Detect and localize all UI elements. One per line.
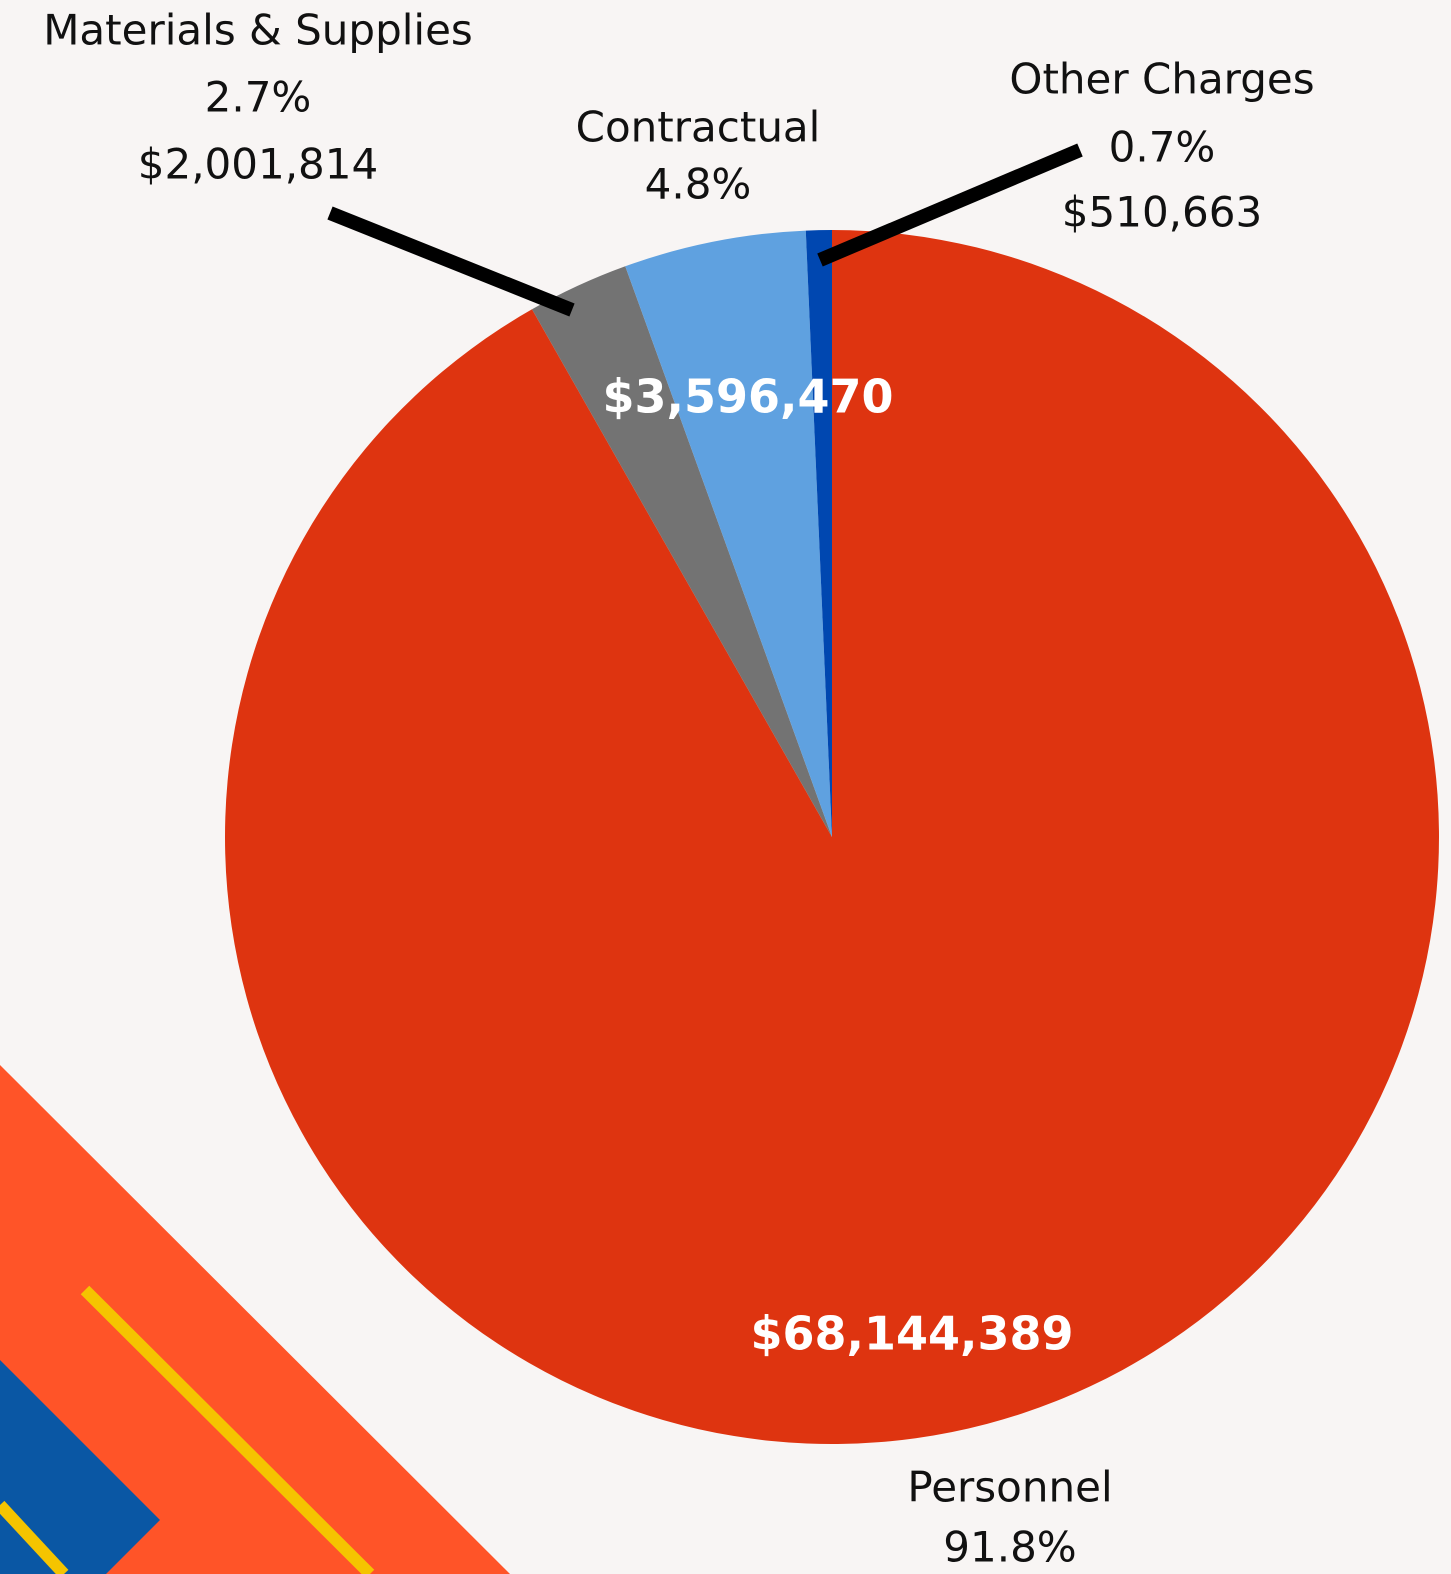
slice-value: $3,596,470	[602, 370, 893, 424]
slice-percent: 4.8%	[645, 160, 752, 209]
slice-name: Other Charges	[1009, 55, 1314, 104]
slice-percent: 2.7%	[205, 73, 312, 122]
slice-value: $2,001,814	[138, 140, 378, 189]
slice-value: $68,144,389	[750, 1307, 1073, 1361]
slice-name: Materials & Supplies	[43, 6, 473, 55]
slice-name: Personnel	[907, 1463, 1112, 1512]
slice-percent: 0.7%	[1109, 123, 1216, 172]
page: Personnel 91.8% $68,144,389 Materials & Sup…	[0, 0, 1451, 1574]
slice-name: Contractual	[576, 103, 821, 152]
chart: Personnel 91.8% $68,144,389 Materials & Sup…	[0, 0, 1451, 1574]
slice-value: $510,663	[1062, 188, 1262, 237]
slice-percent: 91.8%	[943, 1523, 1076, 1572]
